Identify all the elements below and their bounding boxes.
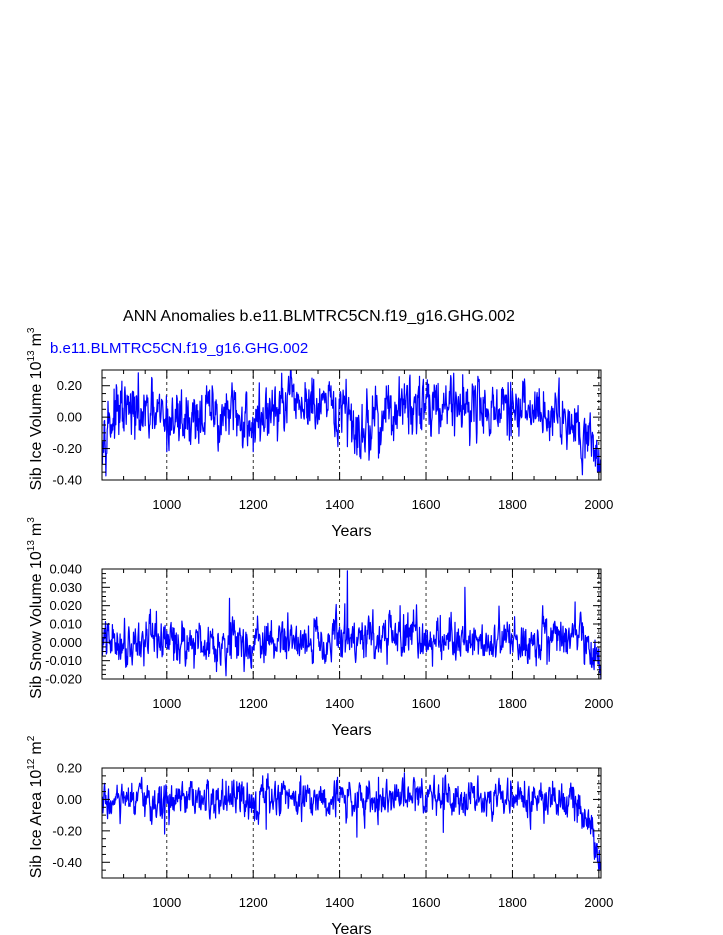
y-axis-title-unit-exp: 3 [26,517,37,523]
x-tick-label-4: 1800 [498,497,527,512]
y-axis-title-text: Sib Ice Volume 10 [28,361,45,490]
panel-ice-area: 1000 1200 1400 1600 1800 2000 -0.40 -0.20 0.00 0.… [26,735,613,935]
series-label: b.e11.BLMTRC5CN.f19_g16.GHG.002 [50,340,308,357]
x-tick-label-5: 2000 [584,696,613,711]
y-axis-title-unit: m [28,741,45,754]
y-axis-title: Sib Ice Volume 1013 m3 [26,327,45,490]
x-tick-label-5: 2000 [584,895,613,910]
plot-frame [101,568,602,680]
y-tick-label-0: -0.40 [52,473,82,488]
y-axis-title-exp: 12 [26,758,37,770]
x-tick-label-0: 1000 [152,696,181,711]
y-tick-label-2: 0.000 [49,635,82,650]
y-tick-label-6: 0.040 [49,562,82,577]
x-tick-label-3: 1600 [412,696,441,711]
y-axis-title-unit: m [28,523,45,536]
y-tick-label-4: 0.020 [49,598,82,613]
x-axis-title: Years [331,523,371,540]
y-tick-label-3: 0.010 [49,617,82,632]
x-tick-label-1: 1200 [239,497,268,512]
y-tick-label-1: -0.20 [52,441,82,456]
y-axis-title-text: Sib Ice Area 10 [28,770,45,879]
y-tick-label-2: 0.00 [57,792,82,807]
y-axis-title-exp: 13 [26,540,37,552]
x-tick-label-1: 1200 [239,696,268,711]
x-tick-label-4: 1800 [498,696,527,711]
series-line [102,772,601,872]
x-tick-label-2: 1400 [325,497,354,512]
x-axis-title: Years [331,722,371,739]
x-tick-label-1: 1200 [239,895,268,910]
x-tick-label-5: 2000 [584,497,613,512]
panel-ice-volume: 1000 1200 1400 1600 1800 2000 -0.40 -0.20 0.00 0.… [26,327,613,540]
y-tick-label-3: 0.20 [57,761,82,776]
series-line [102,370,601,477]
figure-title: ANN Anomalies b.e11.BLMTRC5CN.f19_g16.GH… [123,308,515,325]
y-tick-label-0: -0.020 [45,672,82,687]
y-axis-title: Sib Ice Area 1012 m2 [26,735,45,878]
x-tick-label-2: 1400 [325,696,354,711]
y-tick-label-5: 0.030 [49,580,82,595]
x-tick-label-0: 1000 [152,895,181,910]
y-axis-title-unit-exp: 3 [26,327,37,333]
y-axis-title-exp: 13 [26,350,37,362]
y-tick-label-1: -0.010 [45,653,82,668]
y-tick-label-3: 0.20 [57,378,82,393]
x-axis-title: Years [331,921,371,935]
y-axis-title-unit-exp: 2 [26,735,37,741]
y-axis-title: Sib Snow Volume 1013 m3 [26,517,45,699]
x-tick-label-0: 1000 [152,497,181,512]
y-tick-label-1: -0.20 [52,823,82,838]
panel-snow-volume: 1000 1200 1400 1600 1800 2000 -0.020 -0.010 0.00… [26,517,613,739]
x-tick-label-4: 1800 [498,895,527,910]
plot-frame [101,767,602,879]
y-axis-title-unit: m [28,333,45,346]
x-tick-label-2: 1400 [325,895,354,910]
y-tick-label-2: 0.00 [57,410,82,425]
series-line [102,570,601,679]
x-tick-label-3: 1600 [412,895,441,910]
x-tick-label-3: 1600 [412,497,441,512]
y-axis-title-text: Sib Snow Volume 10 [28,551,45,699]
y-tick-label-0: -0.40 [52,855,82,870]
